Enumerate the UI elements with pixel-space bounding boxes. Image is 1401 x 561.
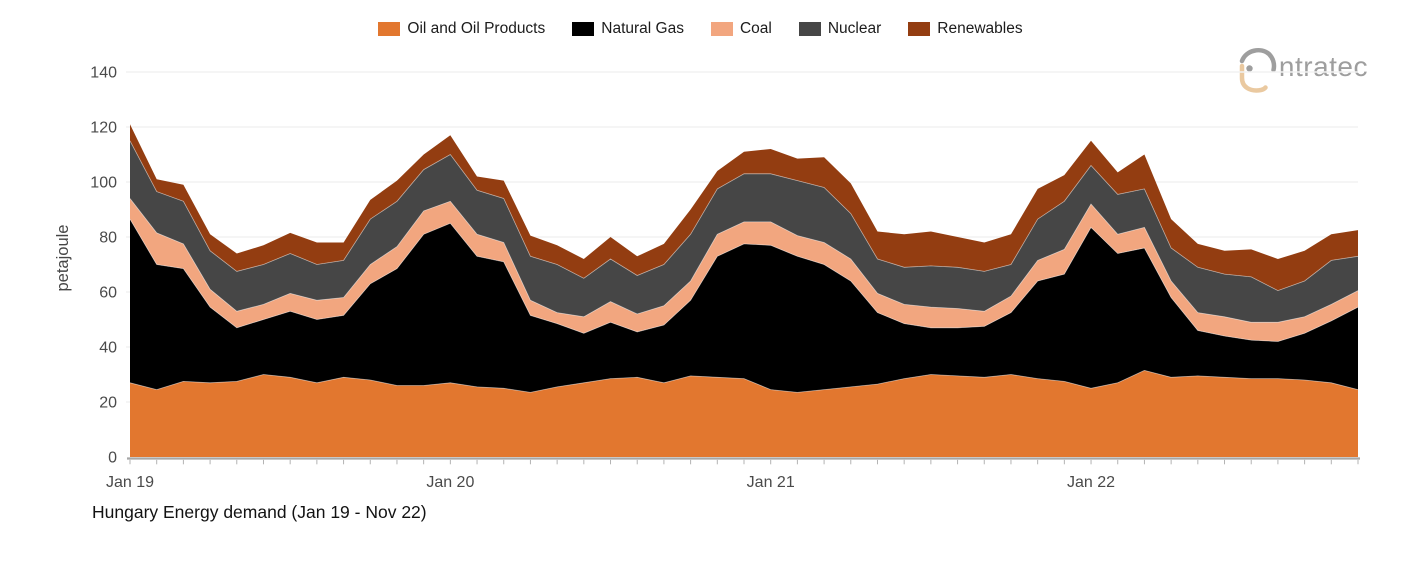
chart-title: Hungary Energy demand (Jan 19 - Nov 22)	[92, 502, 427, 522]
legend-swatch-renewables	[908, 22, 931, 36]
x-tick-label-jan-19: Jan 19	[106, 474, 154, 491]
legend-swatch-natural-gas	[572, 22, 595, 36]
band-seam-3	[129, 140, 1359, 292]
y-tick-label-140: 140	[90, 65, 117, 82]
area-oil-and-oil-products	[130, 370, 1358, 457]
x-tick-label-jan-22: Jan 22	[1067, 474, 1115, 491]
legend-item-oil-and-oil-products: Oil and Oil Products	[378, 20, 545, 38]
legend-item-renewables: Renewables	[908, 20, 1023, 38]
legend-label: Natural Gas	[601, 20, 684, 37]
legend-swatch-nuclear	[798, 22, 821, 36]
intratec-logo-text: ntratec	[1278, 51, 1368, 82]
area-natural-gas	[130, 219, 1358, 393]
y-axis-title: petajoule	[54, 225, 72, 292]
y-tick-label-80: 80	[99, 230, 117, 247]
legend-swatch-oil-and-oil-products	[378, 22, 401, 36]
y-tick-label-60: 60	[99, 285, 117, 302]
intratec-logo-icon	[1239, 47, 1277, 93]
x-tick-label-jan-21: Jan 21	[747, 474, 795, 491]
intratec-logo: ntratec	[1234, 42, 1368, 96]
band-seam-0	[129, 369, 1359, 393]
legend-label: Nuclear	[827, 20, 882, 37]
band-seam-2	[129, 198, 1359, 323]
legend-item-coal: Coal	[710, 20, 772, 38]
y-tick-label-100: 100	[90, 175, 117, 192]
y-tick-label-40: 40	[99, 340, 117, 357]
legend-item-nuclear: Nuclear	[798, 20, 882, 38]
legend-swatch-coal	[710, 22, 733, 36]
chart-legend: Oil and Oil Products Natural Gas Coal Nucle…	[0, 20, 1401, 38]
legend-label: Oil and Oil Products	[407, 20, 546, 37]
x-tick-label-jan-20: Jan 20	[426, 474, 474, 491]
legend-label: Coal	[739, 20, 772, 37]
y-tick-label-120: 120	[90, 120, 117, 137]
area-nuclear	[130, 140, 1358, 323]
y-tick-label-0: 0	[108, 450, 117, 467]
area-coal	[130, 198, 1358, 342]
y-tick-label-20: 20	[99, 395, 117, 412]
legend-label: Renewables	[937, 20, 1023, 37]
legend-item-natural-gas: Natural Gas	[572, 20, 684, 38]
band-seam-1	[129, 218, 1359, 342]
area-renewables	[130, 124, 1358, 291]
